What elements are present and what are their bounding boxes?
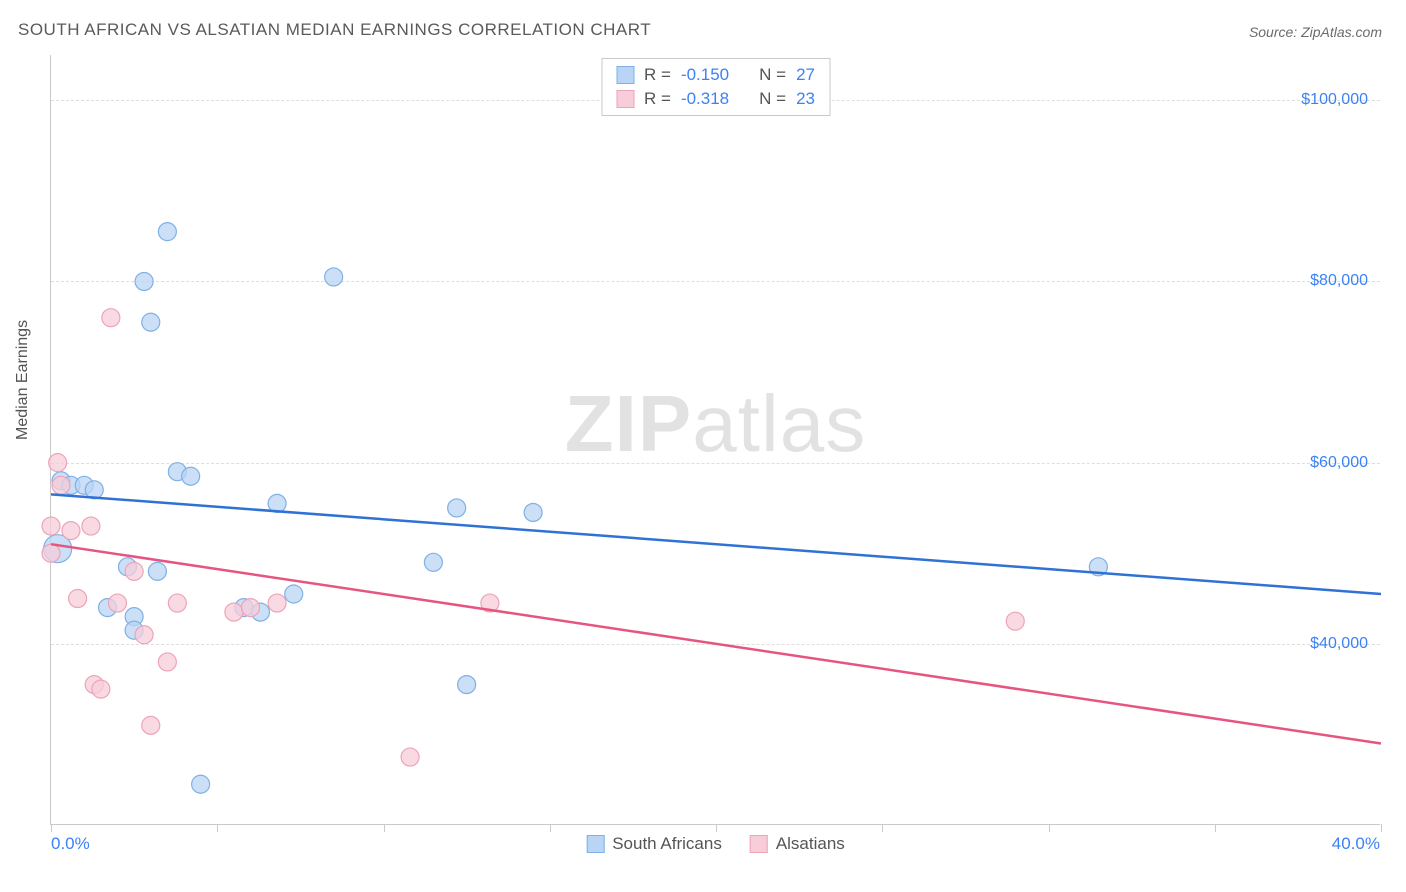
data-point (285, 585, 303, 603)
trend-line (51, 544, 1381, 743)
legend-swatch (586, 835, 604, 853)
data-point (168, 594, 186, 612)
data-point (448, 499, 466, 517)
x-tick (1049, 824, 1050, 832)
data-point (42, 517, 60, 535)
data-point (142, 313, 160, 331)
data-point (225, 603, 243, 621)
x-axis-max-label: 40.0% (1332, 834, 1380, 854)
data-point (125, 562, 143, 580)
x-tick (882, 824, 883, 832)
legend-swatch (616, 66, 634, 84)
data-point (424, 553, 442, 571)
x-axis-min-label: 0.0% (51, 834, 90, 854)
n-value: 23 (796, 89, 815, 109)
data-point (49, 454, 67, 472)
correlation-legend: R = -0.150 N = 27 R = -0.318 N = 23 (601, 58, 830, 116)
data-point (82, 517, 100, 535)
data-point (524, 503, 542, 521)
legend-label: Alsatians (776, 834, 845, 854)
data-point (42, 544, 60, 562)
data-point (242, 599, 260, 617)
scatter-plot (51, 55, 1380, 824)
data-point (92, 680, 110, 698)
x-tick (1215, 824, 1216, 832)
data-point (148, 562, 166, 580)
x-tick (716, 824, 717, 832)
series-legend: South Africans Alsatians (586, 834, 845, 854)
data-point (158, 653, 176, 671)
legend-row: R = -0.150 N = 27 (616, 63, 815, 87)
legend-label: South Africans (612, 834, 722, 854)
n-value: 27 (796, 65, 815, 85)
y-axis-title: Median Earnings (14, 320, 32, 440)
data-point (158, 223, 176, 241)
data-point (135, 626, 153, 644)
chart-title: SOUTH AFRICAN VS ALSATIAN MEDIAN EARNING… (18, 20, 651, 40)
legend-item: South Africans (586, 834, 722, 854)
r-label: R = (644, 65, 671, 85)
data-point (109, 594, 127, 612)
data-point (192, 775, 210, 793)
data-point (458, 676, 476, 694)
data-point (401, 748, 419, 766)
data-point (52, 476, 70, 494)
trend-line (51, 494, 1381, 594)
data-point (69, 590, 87, 608)
source-label: Source: ZipAtlas.com (1249, 24, 1382, 40)
legend-swatch (750, 835, 768, 853)
x-tick (1381, 824, 1382, 832)
data-point (268, 594, 286, 612)
n-label: N = (759, 89, 786, 109)
legend-item: Alsatians (750, 834, 845, 854)
r-label: R = (644, 89, 671, 109)
chart-plot-area: ZIPatlas $40,000$60,000$80,000$100,000 0… (50, 55, 1380, 825)
x-tick (384, 824, 385, 832)
data-point (135, 272, 153, 290)
data-point (102, 309, 120, 327)
data-point (182, 467, 200, 485)
x-tick (51, 824, 52, 832)
data-point (62, 522, 80, 540)
x-tick (217, 824, 218, 832)
n-label: N = (759, 65, 786, 85)
data-point (1006, 612, 1024, 630)
data-point (325, 268, 343, 286)
legend-swatch (616, 90, 634, 108)
x-tick (550, 824, 551, 832)
legend-row: R = -0.318 N = 23 (616, 87, 815, 111)
r-value: -0.318 (681, 89, 729, 109)
data-point (142, 716, 160, 734)
r-value: -0.150 (681, 65, 729, 85)
